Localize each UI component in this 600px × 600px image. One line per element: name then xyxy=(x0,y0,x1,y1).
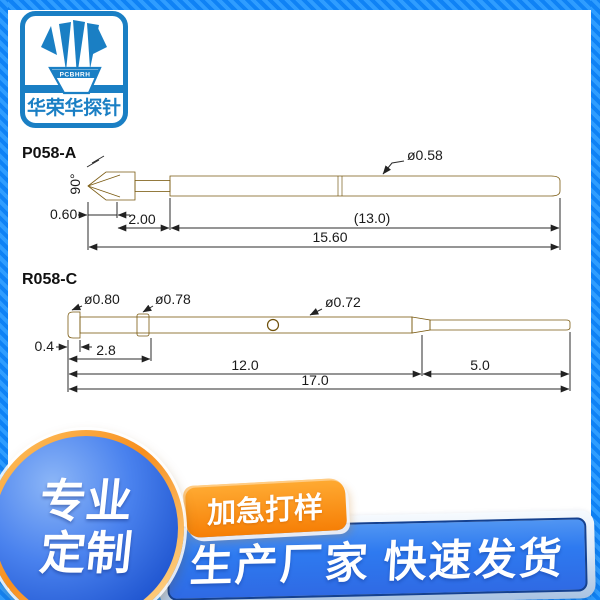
logo-brand-text: 华荣华探针 xyxy=(27,96,121,119)
r058c-vent-hole xyxy=(266,318,280,332)
logo-emblem-text: PCBHRH xyxy=(60,72,91,79)
frame-border-top xyxy=(0,0,600,10)
promo-badge-line2: 定制 xyxy=(37,527,135,579)
promo-badge-ring: 专业 定制 xyxy=(0,430,184,600)
p058a-dim-barrel: (13.0) xyxy=(354,210,391,226)
frame-border-right xyxy=(591,0,600,600)
p058a-crimp-groove xyxy=(337,176,343,196)
p058a-dim-head: 2.00 xyxy=(128,211,155,227)
logo-bowl-band xyxy=(51,69,99,78)
promo-badge-line1: 专业 xyxy=(37,475,135,528)
r058c-dim-front: 2.8 xyxy=(96,342,116,358)
p058a-dimensions: 90° 0.60 2.00 (13.0) 15.60 ø0.58 xyxy=(50,147,561,251)
p058a-tip-angle-label: 90° xyxy=(67,173,83,194)
r058c-dia-tube: ø0.72 xyxy=(325,294,361,310)
r058c-probe-shape xyxy=(67,311,571,339)
r058c-dimensions: ø0.80 ø0.78 ø0.72 0.4 2.8 12.0 5.0 17.0 xyxy=(35,291,571,393)
promo-pill-text: 加急打样 xyxy=(207,491,323,531)
r058c-dim-flange: 0.4 xyxy=(35,338,55,354)
r058c-dia-flange: ø0.80 xyxy=(84,291,120,307)
company-logo: PCBHRH 华荣华探针 xyxy=(20,11,128,128)
drawing-r058c: R058-C ø0.80 ø0.78 ø0.72 0.4 2.8 xyxy=(22,271,571,393)
r058c-dim-tail: 5.0 xyxy=(470,357,490,373)
promo-badge-core: 专业 定制 xyxy=(0,436,178,600)
p058a-dim-tip: 0.60 xyxy=(50,206,77,222)
p058a-diameter-label: ø0.58 xyxy=(407,147,443,163)
p058a-part-number: P058-A xyxy=(22,145,77,162)
r058c-dia-ring: ø0.78 xyxy=(155,291,191,307)
r058c-dim-body: 12.0 xyxy=(231,357,258,373)
p058a-probe-shape xyxy=(87,171,561,201)
frame-border-left xyxy=(0,0,8,600)
r058c-dim-total: 17.0 xyxy=(301,372,328,388)
promo-pill: 加急打样 xyxy=(182,477,348,539)
p058a-dim-total: 15.60 xyxy=(312,229,347,245)
promo-badge-circle: 专业 定制 xyxy=(0,430,184,600)
r058c-part-number: R058-C xyxy=(22,271,78,288)
drawing-p058a: P058-A 90° 0.60 2.00 (13.0) xyxy=(22,145,561,251)
crown-spikes-icon xyxy=(41,20,107,77)
